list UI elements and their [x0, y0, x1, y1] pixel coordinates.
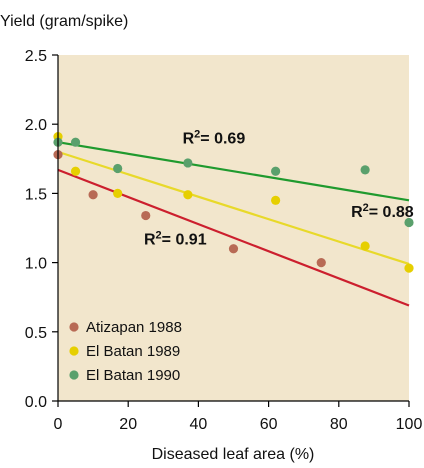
data-point — [70, 137, 81, 147]
x-tick-label: 40 — [190, 416, 208, 433]
legend-label: Atizapan 1988 — [86, 319, 182, 336]
x-tick-label: 60 — [260, 416, 278, 433]
data-point — [228, 244, 239, 254]
data-point — [360, 165, 370, 175]
data-point — [316, 258, 326, 268]
legend-label: El Batan 1989 — [86, 343, 180, 360]
legend-marker — [69, 370, 79, 380]
data-point — [183, 158, 193, 168]
legend-marker — [69, 346, 79, 356]
data-point — [404, 217, 414, 228]
data-point — [113, 188, 123, 198]
x-tick-label: 100 — [396, 416, 423, 433]
x-tick-label: 80 — [330, 416, 348, 433]
x-axis-title: Diseased leaf area (%) — [152, 446, 315, 463]
y-tick-label: 1.5 — [25, 186, 47, 203]
legend-marker — [69, 322, 79, 332]
data-point — [183, 190, 193, 200]
y-tick-label: 2.5 — [25, 48, 47, 65]
x-tick-label: 0 — [54, 416, 63, 433]
data-point — [88, 190, 98, 200]
data-point — [141, 210, 151, 221]
data-point — [70, 166, 81, 176]
y-tick-label: 0.0 — [25, 394, 47, 411]
data-point — [113, 163, 123, 174]
y-tick-label: 2.0 — [25, 117, 47, 134]
y-tick-label: 0.5 — [25, 325, 47, 342]
y-axis-title: Yield (gram/spike) — [0, 13, 128, 30]
legend: Atizapan 1988 El Batan 1989 El Batan 1990 — [69, 319, 182, 384]
legend-label: El Batan 1990 — [86, 367, 180, 384]
r-squared-label: R2= 0.88 — [351, 202, 414, 221]
x-tick-label: 20 — [119, 416, 137, 433]
trend-line — [57, 141, 410, 202]
data-point — [404, 263, 414, 273]
plot-area — [58, 55, 409, 401]
data-point — [271, 195, 281, 205]
data-point — [360, 241, 370, 251]
r-squared-label: R2= 0.91 — [144, 230, 207, 249]
data-point — [271, 166, 281, 176]
y-tick-label: 1.0 — [25, 256, 47, 273]
r-squared-label: R2= 0.69 — [183, 129, 246, 148]
